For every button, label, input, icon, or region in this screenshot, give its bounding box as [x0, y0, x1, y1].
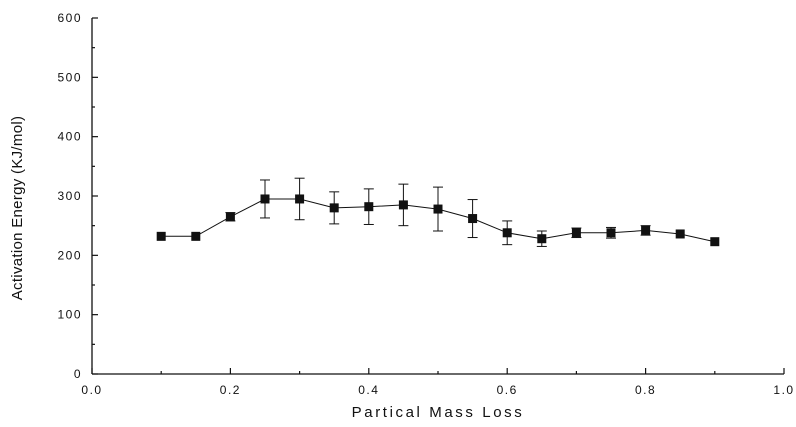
data-point: [468, 214, 478, 224]
x-tick-label: 0.4: [358, 383, 379, 397]
x-tick-label: 0.2: [220, 383, 241, 397]
y-tick-label: 500: [57, 70, 82, 84]
data-point: [156, 231, 166, 241]
data-point: [641, 225, 651, 235]
data-point: [191, 231, 201, 241]
y-tick-label: 300: [57, 189, 82, 203]
data-point: [710, 237, 720, 247]
x-axis-title: Partical Mass Loss: [352, 404, 525, 421]
y-axis-ticks: 0 100 200 300 400 500 600: [57, 11, 98, 381]
y-tick-label: 100: [57, 308, 82, 322]
data-points: [156, 194, 720, 247]
data-point: [571, 228, 581, 238]
y-axis-title: Activation Energy (KJ/mol): [9, 116, 26, 301]
data-point: [295, 194, 305, 204]
data-point: [364, 202, 374, 212]
plot-area: [156, 177, 720, 247]
data-point: [433, 204, 443, 214]
data-point: [225, 212, 235, 222]
x-tick-label: 1.0: [773, 383, 794, 397]
y-tick-label: 200: [57, 248, 82, 262]
y-tick-label: 400: [57, 130, 82, 144]
y-tick-label: 0: [74, 367, 82, 381]
data-point: [502, 228, 512, 238]
data-point: [675, 229, 685, 239]
data-point: [398, 200, 408, 210]
x-tick-label: 0.8: [635, 383, 656, 397]
x-tick-label: 0.6: [497, 383, 518, 397]
y-tick-label: 600: [57, 11, 82, 25]
x-tick-label: 0.0: [81, 383, 102, 397]
x-axis-ticks: 0.0 0.2 0.4 0.6 0.8 1.0: [81, 368, 794, 397]
data-point: [537, 234, 547, 244]
data-point: [606, 228, 616, 238]
data-point: [329, 203, 339, 213]
data-point: [260, 194, 270, 204]
